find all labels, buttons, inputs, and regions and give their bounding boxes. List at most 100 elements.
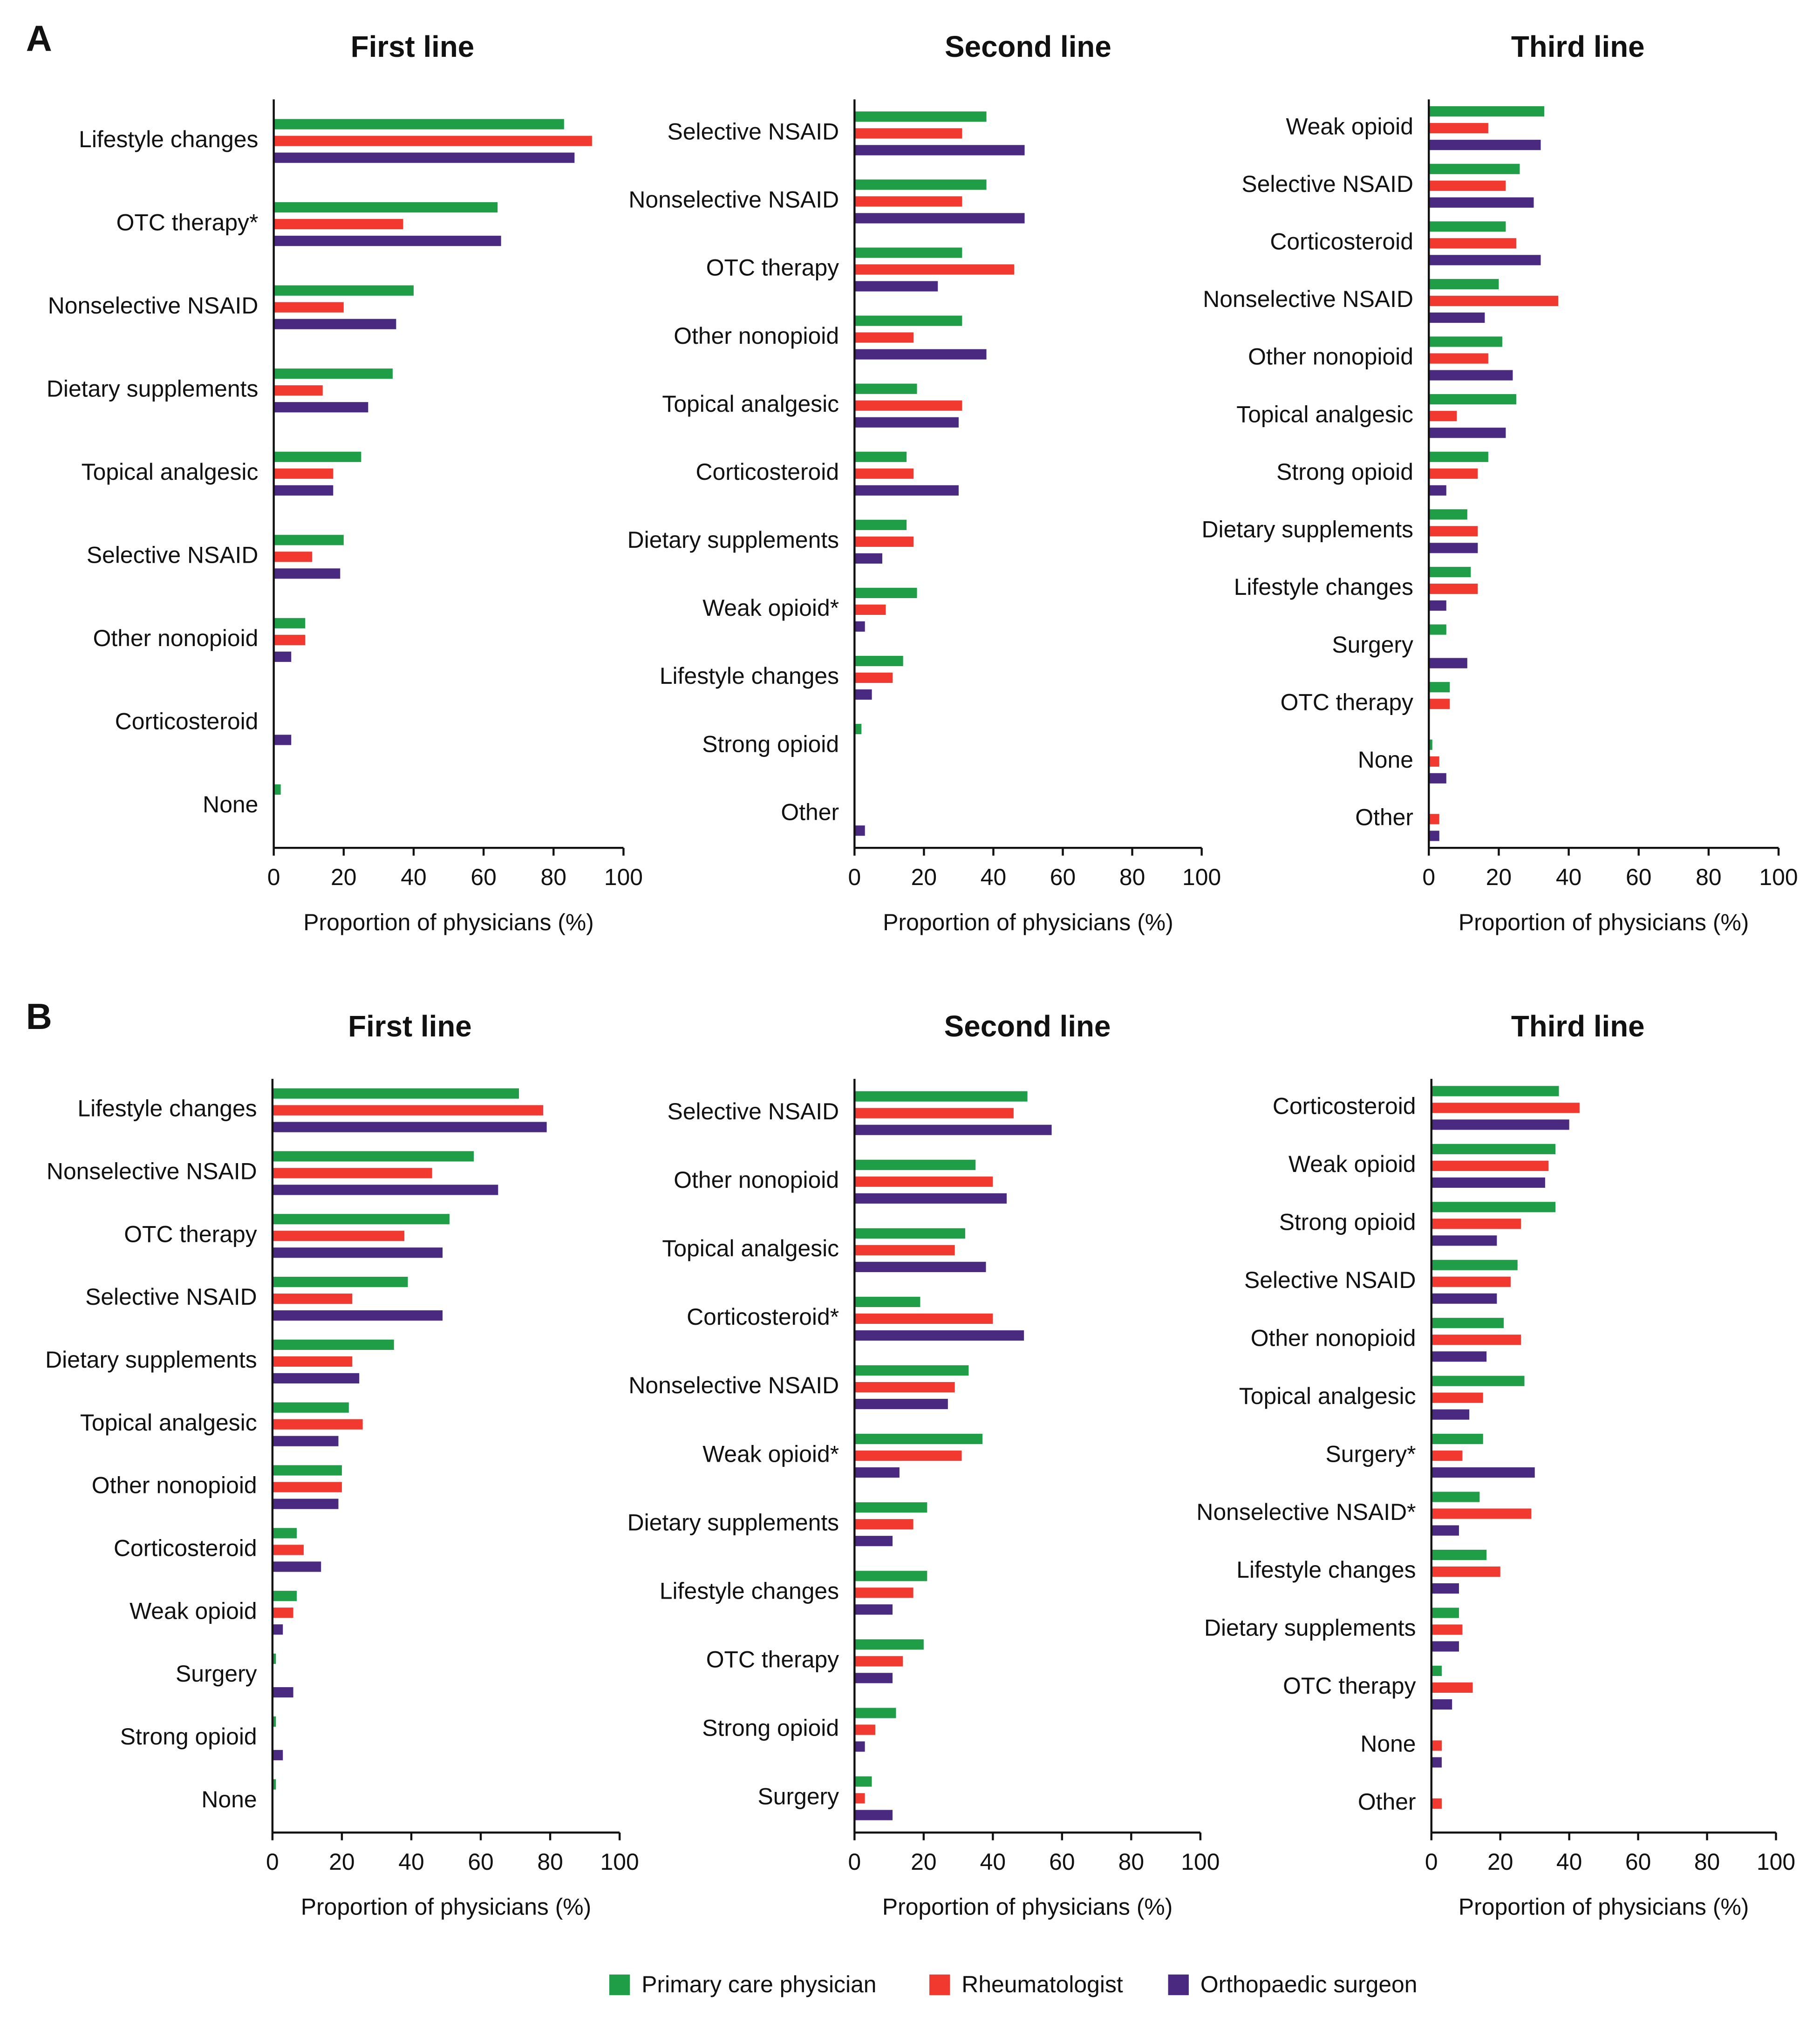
bar bbox=[1431, 1566, 1500, 1577]
bar bbox=[1431, 1177, 1545, 1188]
category-label: Dietary supplements bbox=[627, 1509, 839, 1535]
bar bbox=[1431, 1525, 1459, 1536]
category-label: Nonselective NSAID bbox=[48, 293, 259, 319]
x-tick-label: 100 bbox=[1182, 864, 1221, 890]
bar bbox=[854, 604, 886, 615]
category-label: OTC therapy bbox=[124, 1221, 257, 1247]
bar bbox=[1431, 1699, 1452, 1710]
bar bbox=[1429, 279, 1499, 290]
category-label: Topical analgesic bbox=[1236, 401, 1413, 427]
category-label: Other bbox=[1358, 1789, 1416, 1815]
bar bbox=[854, 1365, 969, 1376]
bar bbox=[273, 285, 414, 296]
legend-swatch bbox=[609, 1974, 630, 1996]
bar bbox=[854, 332, 914, 343]
category-label: Dietary supplements bbox=[47, 375, 258, 402]
bar bbox=[1431, 1624, 1463, 1635]
bar bbox=[272, 1356, 353, 1367]
x-tick-label: 100 bbox=[1759, 864, 1798, 890]
bar bbox=[1429, 814, 1439, 824]
bar bbox=[854, 383, 917, 394]
bar bbox=[1429, 600, 1446, 611]
bar bbox=[854, 1124, 1052, 1135]
bar bbox=[272, 1310, 443, 1321]
bar bbox=[1429, 773, 1446, 783]
bar bbox=[272, 1168, 432, 1178]
bar bbox=[854, 724, 862, 735]
x-tick-label: 80 bbox=[1118, 1849, 1144, 1875]
x-tick-label: 20 bbox=[1486, 864, 1512, 890]
legend-swatch bbox=[929, 1974, 950, 1996]
bar bbox=[854, 1176, 993, 1187]
x-tick-label: 40 bbox=[398, 1849, 424, 1875]
bar bbox=[1431, 1549, 1487, 1560]
bar bbox=[1431, 1144, 1556, 1154]
bar bbox=[854, 179, 987, 190]
bar bbox=[1431, 1434, 1483, 1444]
category-label: None bbox=[203, 791, 258, 817]
bar bbox=[854, 349, 987, 360]
bar bbox=[854, 655, 903, 667]
category-label: Nonselective NSAID bbox=[628, 1372, 839, 1398]
x-tick-label: 20 bbox=[1487, 1849, 1513, 1875]
bar bbox=[854, 1793, 865, 1804]
bar bbox=[273, 651, 292, 662]
category-label: Surgery bbox=[176, 1661, 257, 1687]
bar bbox=[272, 1750, 283, 1760]
bar bbox=[1429, 295, 1559, 307]
category-label: Lifestyle changes bbox=[1234, 574, 1413, 600]
category-label: Nonselective NSAID bbox=[47, 1158, 257, 1185]
bar bbox=[854, 417, 959, 428]
x-tick-label: 60 bbox=[470, 864, 496, 890]
bar bbox=[273, 468, 334, 479]
category-label: Surgery* bbox=[1326, 1441, 1416, 1467]
x-tick-label: 20 bbox=[911, 1849, 936, 1875]
bar bbox=[272, 1247, 443, 1258]
bar bbox=[854, 1639, 924, 1650]
bar bbox=[854, 1708, 896, 1718]
x-tick-label: 80 bbox=[541, 864, 566, 890]
bar bbox=[1429, 123, 1488, 134]
bar bbox=[1431, 1086, 1559, 1097]
bar bbox=[1431, 1119, 1569, 1130]
x-tick-label: 60 bbox=[1050, 864, 1076, 890]
bar bbox=[854, 1776, 872, 1787]
x-tick-label: 80 bbox=[1696, 864, 1721, 890]
category-label: Nonselective NSAID bbox=[628, 187, 839, 213]
category-label: Lifestyle changes bbox=[660, 1578, 839, 1604]
bar bbox=[1431, 1467, 1535, 1478]
bar bbox=[1429, 180, 1506, 191]
bar bbox=[272, 1653, 276, 1664]
bar bbox=[273, 236, 501, 246]
bar bbox=[1429, 699, 1450, 709]
bar bbox=[273, 568, 341, 579]
bar bbox=[1429, 221, 1506, 232]
panel-label: A bbox=[26, 19, 52, 59]
x-tick-label: 100 bbox=[604, 864, 643, 890]
bar bbox=[272, 1716, 276, 1727]
chart-title: Second line bbox=[944, 1009, 1111, 1043]
x-tick-label: 0 bbox=[1422, 864, 1435, 890]
x-tick-label: 100 bbox=[1181, 1849, 1220, 1875]
bar bbox=[1429, 197, 1534, 208]
x-tick-label: 20 bbox=[329, 1849, 354, 1875]
bar bbox=[854, 1519, 913, 1530]
bar bbox=[1429, 451, 1488, 462]
category-label: None bbox=[1360, 1731, 1416, 1757]
bar bbox=[272, 1687, 293, 1698]
bar bbox=[272, 1151, 474, 1162]
bar bbox=[854, 1091, 1028, 1102]
bar bbox=[854, 1451, 962, 1461]
category-label: Lifestyle changes bbox=[79, 126, 258, 152]
bar bbox=[854, 1261, 986, 1272]
bar bbox=[1429, 566, 1471, 578]
category-label: Other nonopioid bbox=[674, 1167, 839, 1193]
category-label: Strong opioid bbox=[1279, 1209, 1416, 1235]
bar bbox=[272, 1528, 297, 1539]
category-label: Strong opioid bbox=[120, 1723, 257, 1750]
x-tick-label: 80 bbox=[1119, 864, 1145, 890]
bar bbox=[273, 385, 323, 396]
category-label: Topical analgesic bbox=[662, 1235, 839, 1261]
bar bbox=[1429, 140, 1541, 150]
category-label: Selective NSAID bbox=[1244, 1267, 1416, 1293]
